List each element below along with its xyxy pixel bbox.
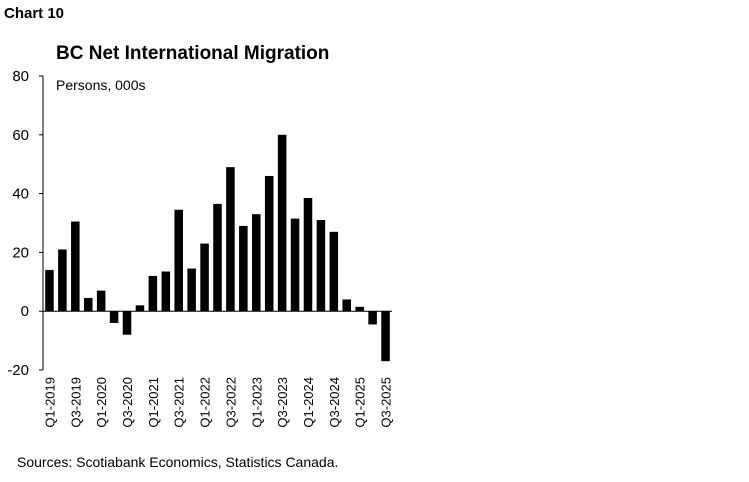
bar <box>329 231 339 312</box>
bar <box>316 220 326 312</box>
y-tick-label: 0 <box>21 303 29 320</box>
x-tick-label: Q3-2021 <box>172 377 187 428</box>
x-tick-label: Q1-2019 <box>42 377 57 428</box>
bar <box>252 214 261 312</box>
x-tick-label: Q1-2024 <box>301 377 316 428</box>
bar <box>264 175 274 312</box>
bar <box>355 306 364 312</box>
y-tick-label: -20 <box>7 362 29 379</box>
bar <box>174 209 183 312</box>
bar <box>303 198 313 312</box>
bar <box>342 299 352 312</box>
x-tick-label: Q3-2019 <box>68 377 83 428</box>
bar <box>45 270 54 312</box>
bar <box>71 221 80 312</box>
bar <box>148 275 158 312</box>
bar <box>290 218 300 312</box>
bar <box>213 203 222 312</box>
bar <box>161 271 171 312</box>
bar <box>187 268 196 312</box>
bar <box>226 167 235 312</box>
y-axis-unit-label: Persons, 000s <box>56 77 146 93</box>
x-tick-label: Q3-2020 <box>120 377 135 428</box>
x-tick-label: Q1-2025 <box>353 377 368 428</box>
y-tick-label: 60 <box>12 127 29 144</box>
y-tick-label: 20 <box>12 244 29 261</box>
x-tick-label: Q3-2024 <box>327 377 342 428</box>
x-tick-label: Q1-2022 <box>198 377 213 428</box>
bar <box>96 290 106 312</box>
bar <box>239 225 248 312</box>
bar <box>200 243 209 312</box>
bar <box>58 249 67 312</box>
bar <box>381 311 390 362</box>
y-axis: -20 0 20 40 60 80 <box>7 68 44 379</box>
y-tick-label: 40 <box>12 186 29 203</box>
bar <box>277 134 287 312</box>
y-tick-label: 80 <box>12 68 29 85</box>
bar <box>109 311 119 323</box>
x-tick-label: Q1-2023 <box>249 377 264 428</box>
bar <box>135 305 145 312</box>
bar <box>368 311 377 325</box>
bars <box>45 134 390 362</box>
chart-title: BC Net International Migration <box>56 43 330 64</box>
chart-number: Chart 10 <box>4 5 65 22</box>
x-tick-label: Q1-2020 <box>94 377 109 428</box>
x-tick-label: Q3-2022 <box>223 377 238 428</box>
x-tick-label: Q3-2025 <box>379 377 394 428</box>
bar <box>122 311 132 335</box>
x-axis: Q1-2019 Q3-2019 Q1-2020 Q3-2020 Q1-2021 Q3-20… <box>42 310 394 428</box>
bar <box>83 297 93 312</box>
x-tick-label: Q3-2023 <box>275 377 290 428</box>
x-tick-label: Q1-2021 <box>146 377 161 428</box>
source-note: Sources: Scotiabank Economics, Statistic… <box>17 454 339 470</box>
